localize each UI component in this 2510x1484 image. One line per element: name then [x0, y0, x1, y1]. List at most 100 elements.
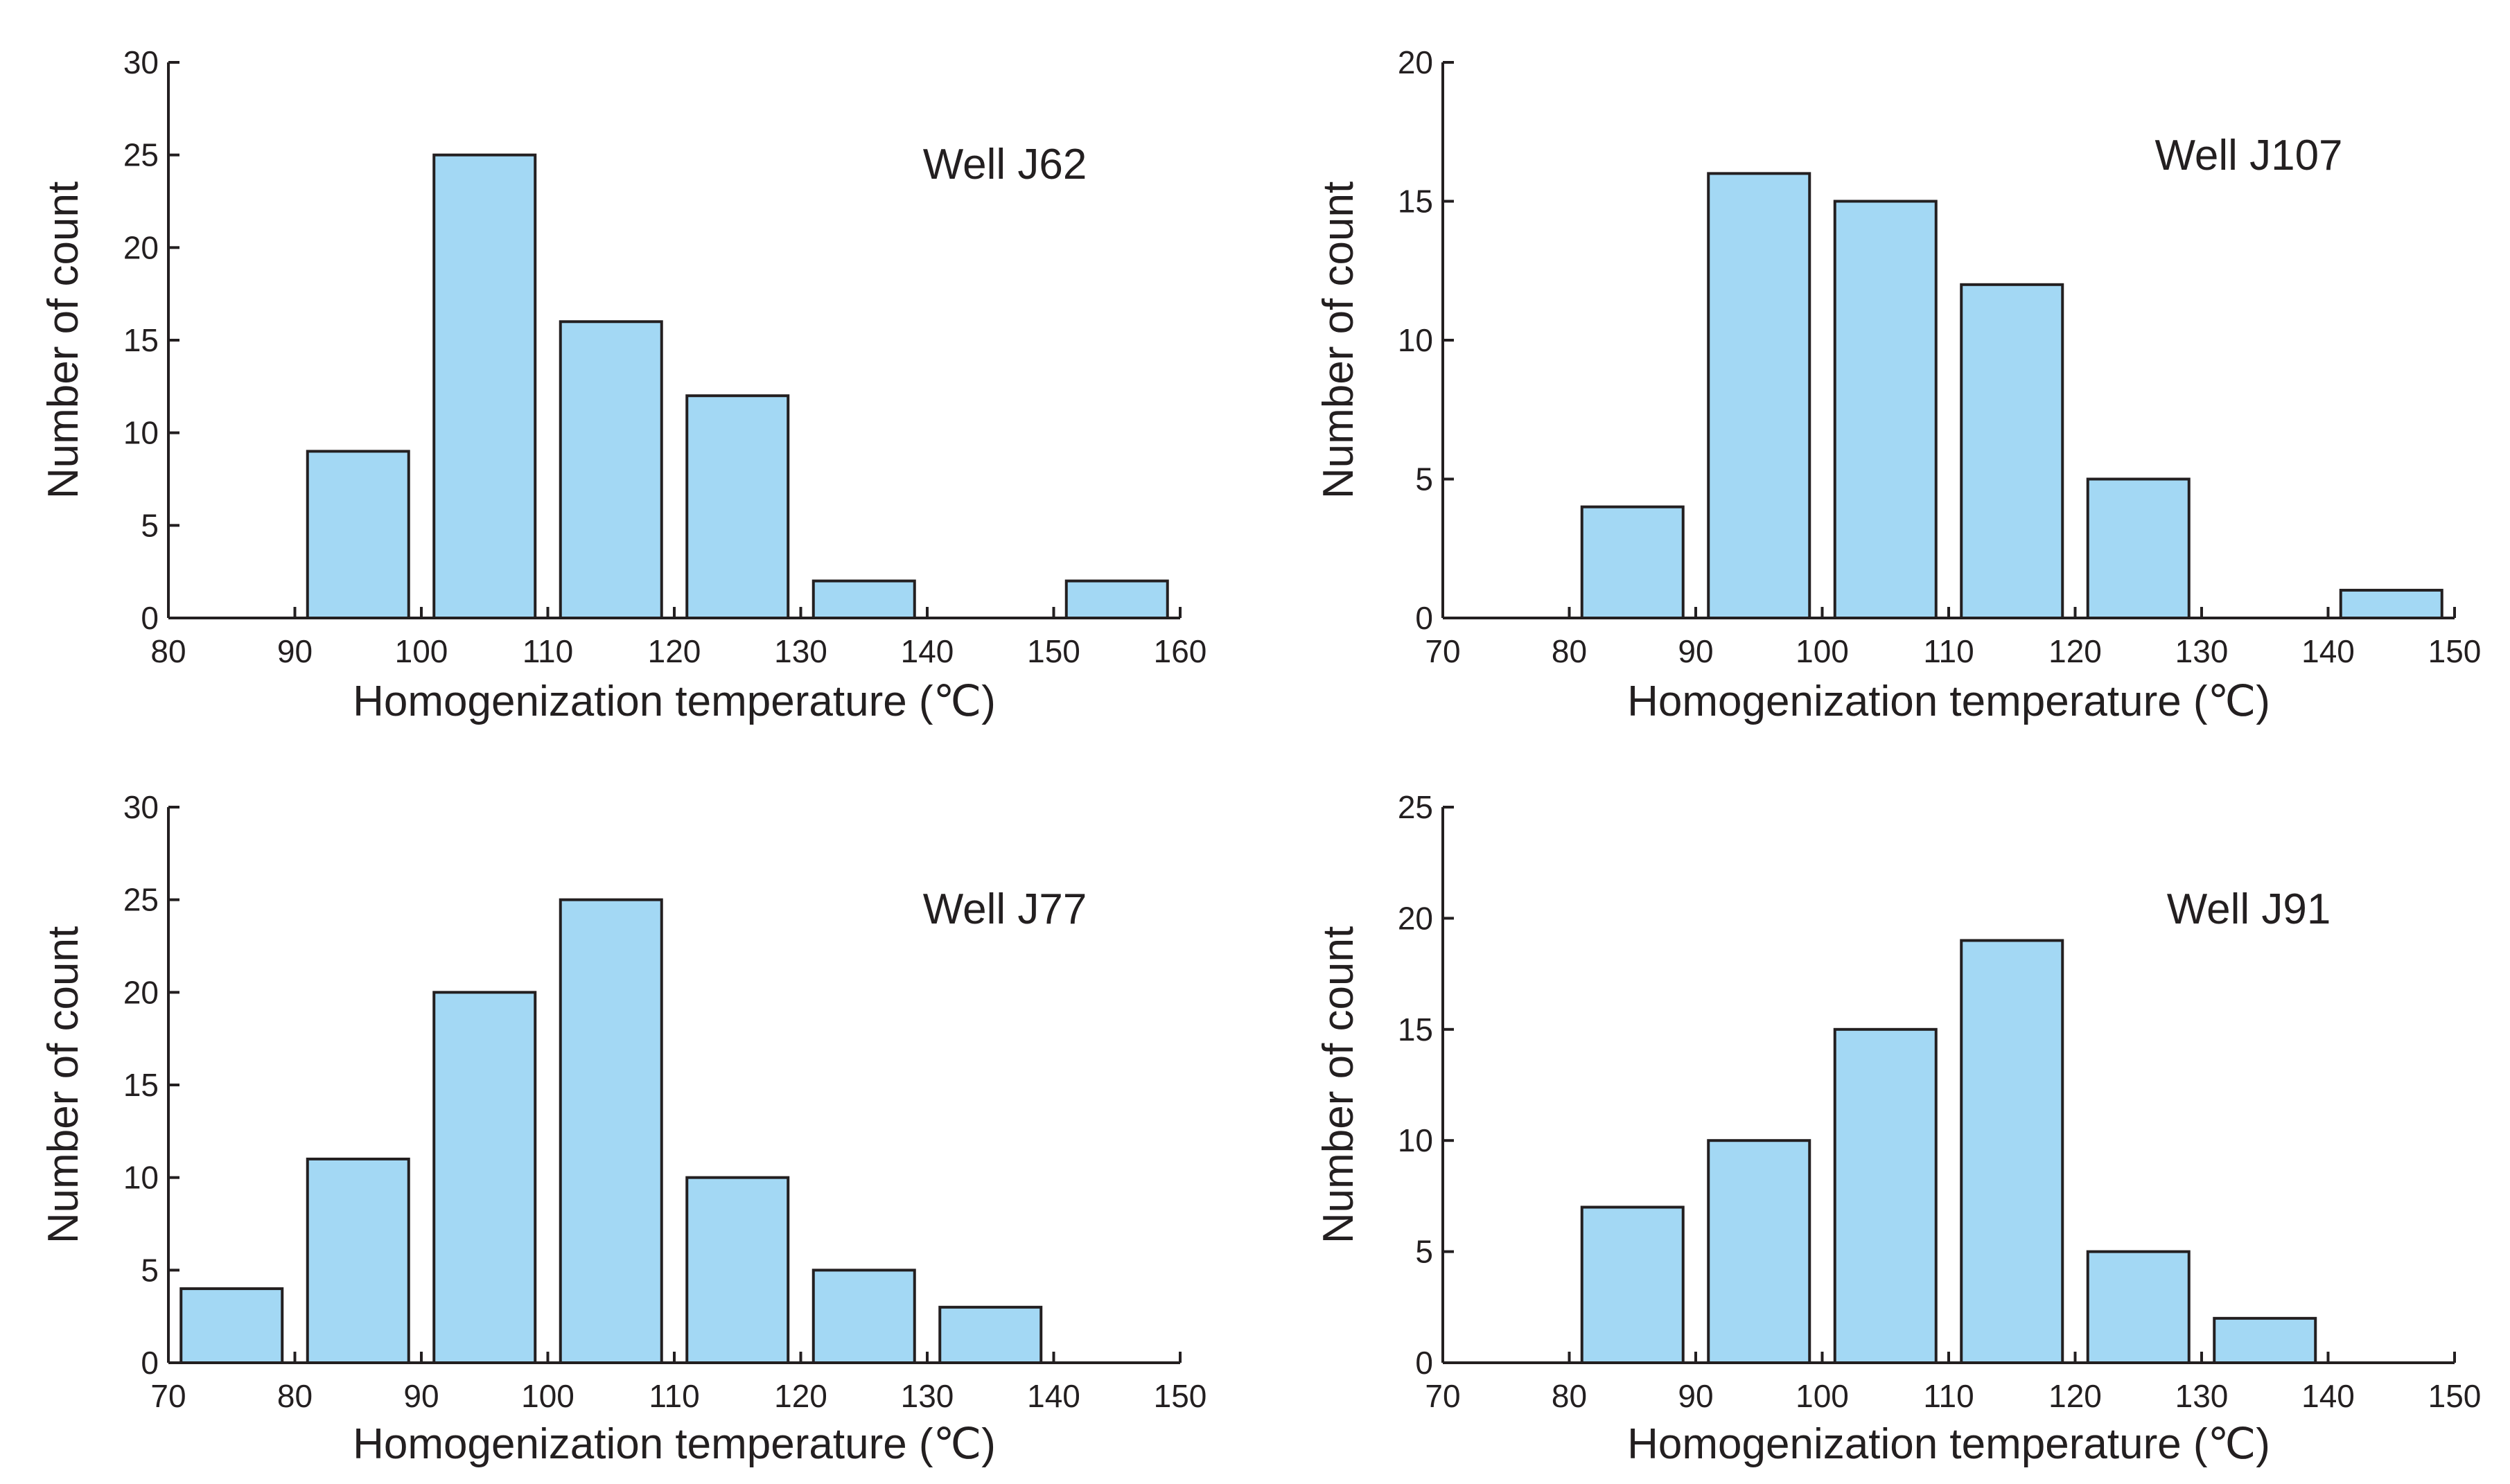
- chart-panel-j91: Well J91 Homogenization temperature (℃) …: [1315, 789, 2481, 1468]
- y-tick-label: 25: [123, 137, 159, 173]
- bar: [685, 1176, 790, 1364]
- x-tick-label: 160: [1154, 633, 1207, 669]
- x-tick-label: 130: [2175, 1378, 2229, 1414]
- bar: [1833, 200, 1938, 619]
- bar: [2086, 477, 2191, 619]
- bar: [1064, 579, 1169, 619]
- bar: [432, 153, 537, 619]
- x-tick-label: 70: [1425, 633, 1460, 669]
- x-tick-label: 150: [1154, 1378, 1207, 1414]
- x-axis-title: Homogenization temperature (℃): [1627, 1420, 2270, 1468]
- x-tick-label: 130: [2175, 633, 2229, 669]
- bar: [306, 1157, 410, 1365]
- x-tick-label: 120: [648, 633, 701, 669]
- y-tick-label: 25: [123, 882, 159, 918]
- y-tick-label: 0: [1415, 1345, 1433, 1381]
- y-tick-label: 15: [123, 1067, 159, 1103]
- bar: [1960, 939, 2064, 1364]
- x-tick-label: 90: [1678, 633, 1713, 669]
- y-tick-label: 0: [141, 600, 159, 636]
- y-axis-title: Number of count: [1315, 926, 1362, 1244]
- chart-panel-j62: Well J62 Homogenization temperature (℃) …: [40, 44, 1206, 725]
- chart-panel-j107: Well J107 Homogenization temperature (℃)…: [1315, 44, 2481, 725]
- y-tick-label: 0: [1415, 600, 1433, 636]
- bar: [1707, 1139, 1811, 1364]
- y-tick-label: 10: [1398, 1122, 1433, 1158]
- y-tick-label: 20: [1398, 900, 1433, 936]
- y-tick-label: 0: [141, 1345, 159, 1381]
- bar: [1833, 1027, 1938, 1365]
- x-tick-label: 110: [1923, 633, 1974, 669]
- bar: [938, 1305, 1043, 1365]
- x-tick-label: 100: [395, 633, 448, 669]
- y-tick-label: 5: [141, 1252, 159, 1288]
- x-tick-label: 110: [523, 633, 573, 669]
- y-tick-label: 25: [1398, 789, 1433, 825]
- bar: [811, 1269, 916, 1365]
- x-tick-label: 120: [2048, 633, 2102, 669]
- x-tick-label: 150: [1027, 633, 1080, 669]
- well-label: Well J107: [2154, 132, 2342, 179]
- x-tick-label: 80: [1552, 1378, 1587, 1414]
- x-tick-label: 130: [901, 1378, 954, 1414]
- x-axis-title: Homogenization temperature (℃): [1627, 678, 2270, 725]
- x-tick-label: 100: [521, 1378, 574, 1414]
- x-tick-label: 140: [1027, 1378, 1080, 1414]
- y-tick-label: 10: [123, 415, 159, 451]
- x-tick-label: 110: [1923, 1378, 1974, 1414]
- bar: [559, 320, 663, 619]
- y-tick-label: 20: [1398, 44, 1433, 80]
- y-tick-label: 20: [123, 229, 159, 265]
- bar: [2339, 588, 2443, 620]
- well-label: Well J91: [2167, 885, 2331, 933]
- well-label: Well J77: [923, 885, 1087, 933]
- x-tick-label: 120: [2048, 1378, 2102, 1414]
- x-tick-label: 140: [2301, 1378, 2355, 1414]
- bar: [811, 579, 916, 619]
- x-tick-label: 90: [1678, 1378, 1713, 1414]
- bar: [1580, 1205, 1685, 1364]
- y-tick-label: 10: [123, 1160, 159, 1196]
- x-tick-label: 100: [1796, 633, 1849, 669]
- bar: [2213, 1316, 2317, 1364]
- y-axis-title: Number of count: [40, 182, 87, 499]
- x-tick-label: 90: [403, 1378, 439, 1414]
- x-tick-label: 130: [774, 633, 827, 669]
- bar: [1707, 172, 1811, 619]
- y-tick-label: 5: [1415, 461, 1433, 497]
- y-tick-label: 5: [141, 507, 159, 543]
- bar: [559, 898, 663, 1364]
- y-tick-label: 15: [1398, 184, 1433, 220]
- bar: [685, 394, 790, 619]
- y-axis-title: Number of count: [40, 926, 87, 1244]
- x-tick-label: 140: [901, 633, 954, 669]
- y-tick-label: 20: [123, 974, 159, 1010]
- x-tick-label: 140: [2301, 633, 2355, 669]
- well-label: Well J62: [923, 141, 1087, 188]
- x-tick-label: 150: [2428, 633, 2482, 669]
- x-tick-label: 110: [649, 1378, 699, 1414]
- x-tick-label: 80: [1552, 633, 1587, 669]
- x-tick-label: 150: [2428, 1378, 2482, 1414]
- x-axis-title: Homogenization temperature (℃): [353, 678, 996, 725]
- y-axis-title: Number of count: [1315, 182, 1362, 499]
- y-tick-label: 10: [1398, 322, 1433, 358]
- bar: [179, 1287, 284, 1364]
- chart-panel-j77: Well J77 Homogenization temperature (℃) …: [40, 789, 1206, 1468]
- y-tick-label: 15: [1398, 1012, 1433, 1048]
- x-tick-label: 70: [150, 1378, 186, 1414]
- x-tick-label: 100: [1796, 1378, 1849, 1414]
- x-tick-label: 80: [150, 633, 186, 669]
- x-tick-label: 120: [774, 1378, 827, 1414]
- x-axis-title: Homogenization temperature (℃): [353, 1420, 996, 1468]
- y-tick-label: 30: [123, 789, 159, 825]
- y-tick-label: 15: [123, 322, 159, 358]
- x-tick-label: 80: [277, 1378, 313, 1414]
- bar: [1580, 505, 1685, 619]
- y-tick-label: 5: [1415, 1234, 1433, 1270]
- bar: [1960, 283, 2064, 619]
- bar: [432, 991, 537, 1365]
- bar: [2086, 1250, 2191, 1364]
- x-tick-label: 90: [277, 633, 313, 669]
